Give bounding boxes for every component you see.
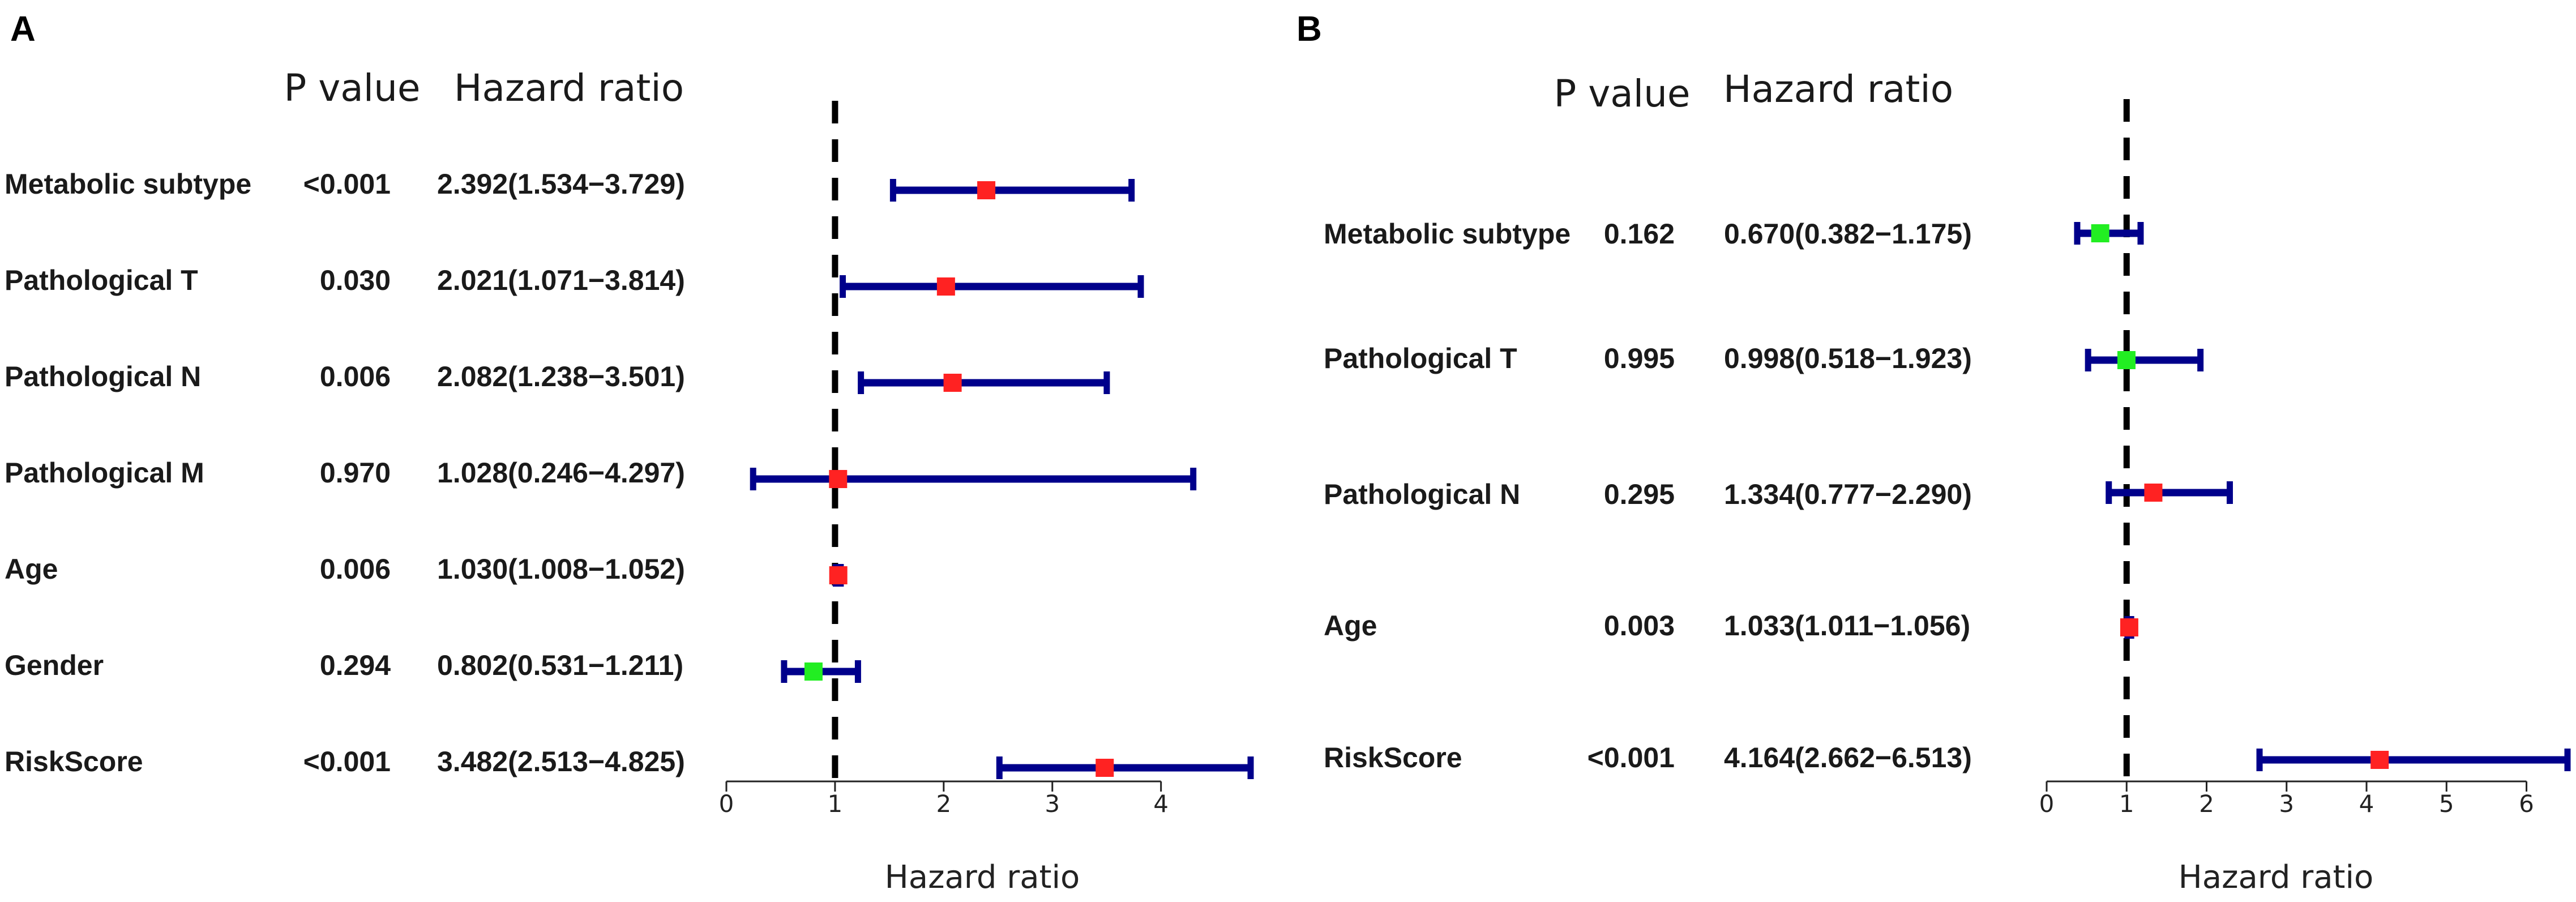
panel-b-estimate-0 <box>2074 222 2144 245</box>
panel-b-p-values: 0.162 0.995 0.295 0.003 <0.001 <box>1587 218 1675 773</box>
panel-a: A P value Hazard ratio Metabolic subtype… <box>5 10 1254 896</box>
panel-b-estimate-1 <box>2085 349 2204 371</box>
panel-a-tick-label: 4 <box>1153 790 1169 818</box>
panel-a-estimate-6 <box>996 756 1254 779</box>
panel-b-p-value: 0.995 <box>1604 343 1675 374</box>
hr-point-marker <box>2120 618 2138 636</box>
hr-point-marker <box>977 181 996 199</box>
panel-a-plot-area <box>750 101 1254 779</box>
panel-b-hr-text: 1.334(0.777−2.290) <box>1724 478 1972 510</box>
panel-a-p-values: <0.001 0.030 0.006 0.970 0.006 0.294 <0.… <box>303 168 391 777</box>
hr-point-marker <box>2091 224 2109 242</box>
panel-b-estimate-2 <box>2106 481 2233 504</box>
panel-a-tick-label: 0 <box>719 790 734 818</box>
panel-a-estimate-2 <box>858 371 1110 394</box>
panel-b-p-value: 0.003 <box>1604 610 1675 642</box>
panel-b-hr-text: 0.998(0.518−1.923) <box>1724 343 1972 374</box>
panel-a-row-label: Gender <box>5 649 104 681</box>
hr-point-marker <box>943 374 962 392</box>
panel-a-hr-texts: 2.392(1.534−3.729) 2.021(1.071−3.814) 2.… <box>437 168 685 777</box>
hr-point-marker <box>2144 484 2163 502</box>
panel-a-estimate-4 <box>829 564 848 587</box>
panel-a-x-axis: 0 1 2 3 4 Hazard ratio <box>719 780 1169 896</box>
panel-b-tick-label: 6 <box>2519 790 2534 818</box>
panel-b-row-label: Age <box>1324 610 1377 642</box>
hr-point-marker <box>2117 351 2136 369</box>
panel-a-hr-text: 2.082(1.238−3.501) <box>437 361 685 392</box>
hr-point-marker <box>2370 751 2389 769</box>
panel-b-hr-text: 0.670(0.382−1.175) <box>1724 218 1972 250</box>
panel-a-row-label: RiskScore <box>5 746 143 777</box>
panel-a-row-label: Pathological M <box>5 457 204 489</box>
panel-b-estimate-3 <box>2120 616 2138 639</box>
panel-a-row-label: Metabolic subtype <box>5 168 251 200</box>
panel-a-estimate-3 <box>750 468 1197 490</box>
panel-b-axis-line-group <box>2046 780 2528 792</box>
panel-b-row-label: Metabolic subtype <box>1324 218 1571 250</box>
hr-point-marker <box>829 470 848 488</box>
panel-a-row-label: Pathological N <box>5 361 201 392</box>
panel-b-estimate-4 <box>2256 749 2571 771</box>
panel-b-row-label: Pathological T <box>1324 343 1517 374</box>
hr-point-marker <box>1096 759 1114 777</box>
panel-a-hr-text: 0.802(0.531−1.211) <box>437 649 683 681</box>
panel-a-hr-text: 3.482(2.513−4.825) <box>437 746 685 777</box>
panel-a-axis-line-group <box>725 780 1162 792</box>
panel-b-hazard-ratio-header: Hazard ratio <box>1723 67 1953 111</box>
panel-a-hr-text: 2.392(1.534−3.729) <box>437 168 685 200</box>
panel-b-row-label: RiskScore <box>1324 742 1462 773</box>
panel-a-p-value: 0.006 <box>320 361 391 392</box>
panel-b-p-value-header: P value <box>1554 72 1690 116</box>
panel-a-p-value-header: P value <box>284 66 420 110</box>
panel-a-letter: A <box>10 10 36 49</box>
panel-a-p-value: 0.294 <box>320 649 391 681</box>
panel-b-letter: B <box>1296 10 1322 49</box>
panel-b-p-value: <0.001 <box>1587 742 1675 773</box>
panel-b-tick-label: 3 <box>2279 790 2294 818</box>
panel-a-estimate-5 <box>781 660 861 683</box>
panel-a-tick-label: 1 <box>828 790 843 818</box>
panel-a-estimate-1 <box>840 275 1144 298</box>
hr-point-marker <box>936 277 955 296</box>
panel-a-row-label: Age <box>5 553 58 585</box>
panel-a-hr-text: 1.028(0.246−4.297) <box>437 457 685 489</box>
panel-a-p-value: 0.030 <box>320 264 391 296</box>
panel-a-row-labels: Metabolic subtype Pathological T Patholo… <box>5 168 251 777</box>
panel-b-x-axis-title: Hazard ratio <box>2179 859 2374 896</box>
panel-a-x-axis-title: Hazard ratio <box>885 859 1080 896</box>
panel-b-p-value: 0.162 <box>1604 218 1675 250</box>
panel-b-hr-text: 4.164(2.662−6.513) <box>1724 742 1972 773</box>
panel-a-hr-text: 1.030(1.008−1.052) <box>437 553 685 585</box>
panel-a-p-value: 0.006 <box>320 553 391 585</box>
panel-a-tick-label: 3 <box>1045 790 1060 818</box>
panel-a-estimate-0 <box>889 179 1135 202</box>
panel-b-row-labels: Metabolic subtype Pathological T Patholo… <box>1324 218 1571 773</box>
panel-a-row-label: Pathological T <box>5 264 198 296</box>
panel-a-tick-labels: 0 1 2 3 4 <box>719 790 1169 818</box>
panel-b: B P value Hazard ratio Metabolic subtype… <box>1296 10 2571 896</box>
hr-point-marker <box>829 566 848 584</box>
panel-b-tick-label: 4 <box>2359 790 2374 818</box>
panel-a-p-value: <0.001 <box>303 746 391 777</box>
panel-b-hr-texts: 0.670(0.382−1.175) 0.998(0.518−1.923) 1.… <box>1724 218 1972 773</box>
panel-b-tick-label: 5 <box>2439 790 2454 818</box>
panel-b-tick-label: 0 <box>2039 790 2055 818</box>
panel-b-tick-label: 2 <box>2199 790 2214 818</box>
panel-a-hazard-ratio-header: Hazard ratio <box>454 66 684 110</box>
panel-a-p-value: 0.970 <box>320 457 391 489</box>
panel-a-hr-text: 2.021(1.071−3.814) <box>437 264 685 296</box>
panel-b-plot-area <box>2074 99 2571 779</box>
panel-b-tick-label: 1 <box>2119 790 2134 818</box>
panel-b-row-label: Pathological N <box>1324 478 1520 510</box>
hr-point-marker <box>804 662 823 681</box>
panel-b-p-value: 0.295 <box>1604 478 1675 510</box>
panel-a-tick-label: 2 <box>936 790 951 818</box>
panel-a-p-value: <0.001 <box>303 168 391 200</box>
panel-b-x-axis: 0 1 2 3 4 5 6 Hazard ratio <box>2039 780 2534 896</box>
panel-b-tick-labels: 0 1 2 3 4 5 6 <box>2039 790 2534 818</box>
panel-b-hr-text: 1.033(1.011−1.056) <box>1724 610 1970 642</box>
